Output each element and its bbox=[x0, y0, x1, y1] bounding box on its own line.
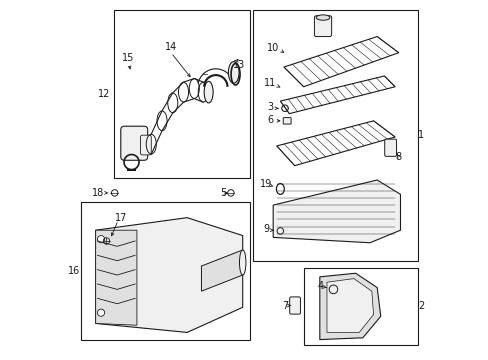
Text: 19: 19 bbox=[259, 179, 272, 189]
Polygon shape bbox=[280, 76, 394, 114]
Text: 10: 10 bbox=[266, 43, 279, 53]
Text: 18: 18 bbox=[92, 188, 104, 198]
Polygon shape bbox=[96, 230, 137, 325]
Polygon shape bbox=[319, 273, 380, 339]
Bar bbox=[303, 268, 418, 345]
Text: 2: 2 bbox=[417, 301, 423, 311]
FancyBboxPatch shape bbox=[384, 139, 396, 156]
Bar bbox=[81, 202, 249, 339]
Bar bbox=[113, 10, 249, 178]
Text: 3: 3 bbox=[267, 102, 273, 112]
Text: 6: 6 bbox=[267, 115, 273, 125]
Text: 13: 13 bbox=[232, 60, 245, 70]
Polygon shape bbox=[201, 250, 242, 291]
Ellipse shape bbox=[228, 62, 239, 83]
Circle shape bbox=[97, 309, 104, 316]
Polygon shape bbox=[284, 37, 398, 87]
Text: 8: 8 bbox=[395, 152, 401, 162]
FancyBboxPatch shape bbox=[314, 16, 331, 37]
Text: 9: 9 bbox=[263, 225, 268, 234]
Polygon shape bbox=[276, 121, 394, 166]
Text: 5: 5 bbox=[220, 188, 225, 198]
Text: 1: 1 bbox=[417, 130, 423, 140]
FancyBboxPatch shape bbox=[283, 118, 290, 124]
Bar bbox=[253, 10, 418, 261]
Text: 15: 15 bbox=[122, 53, 134, 63]
FancyBboxPatch shape bbox=[289, 297, 300, 314]
Circle shape bbox=[97, 235, 104, 243]
Text: 12: 12 bbox=[98, 89, 110, 99]
FancyBboxPatch shape bbox=[121, 126, 147, 160]
Text: 4: 4 bbox=[317, 281, 323, 291]
Polygon shape bbox=[96, 218, 242, 332]
Text: 17: 17 bbox=[114, 213, 127, 222]
Ellipse shape bbox=[239, 250, 245, 275]
Text: 14: 14 bbox=[164, 42, 177, 52]
Text: 11: 11 bbox=[264, 78, 276, 88]
Ellipse shape bbox=[203, 81, 213, 103]
Polygon shape bbox=[273, 180, 400, 243]
Text: 7: 7 bbox=[281, 301, 287, 311]
Text: 16: 16 bbox=[68, 266, 80, 276]
Ellipse shape bbox=[316, 15, 329, 20]
FancyBboxPatch shape bbox=[140, 135, 151, 155]
Polygon shape bbox=[326, 279, 373, 332]
